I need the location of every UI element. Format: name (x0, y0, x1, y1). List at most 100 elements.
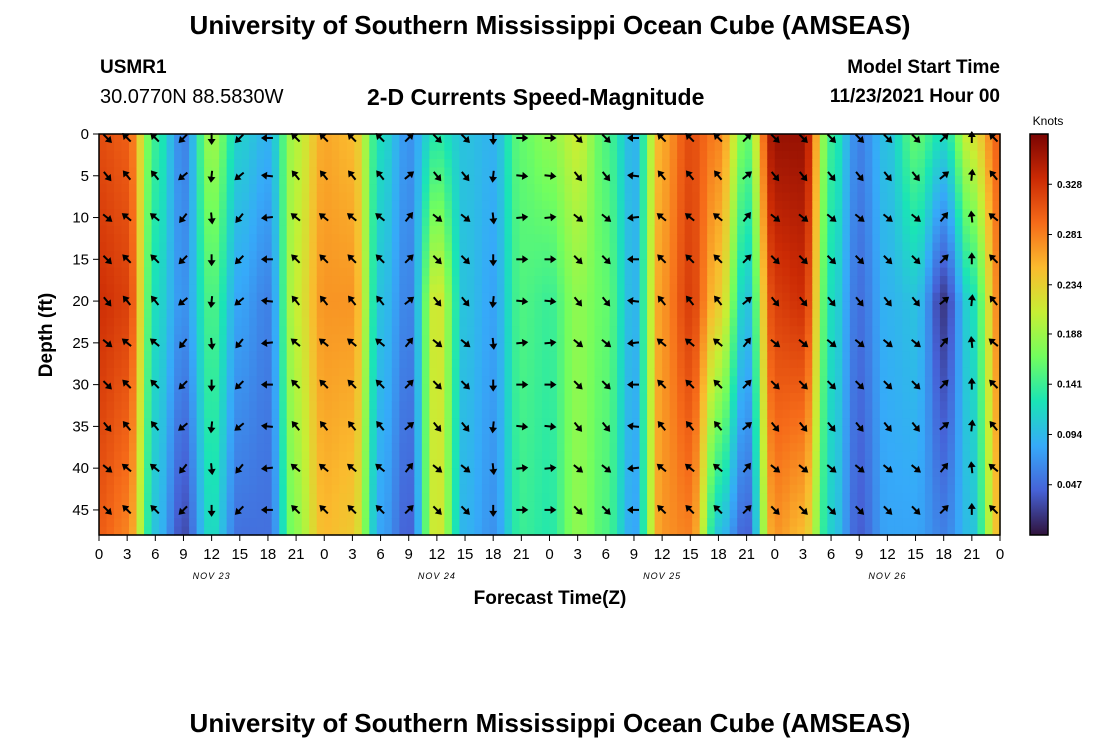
heatmap-cell (99, 459, 108, 469)
heatmap-cell (474, 134, 483, 143)
heatmap-cell (151, 392, 160, 402)
heatmap-cell (797, 292, 806, 302)
heatmap-cell (609, 175, 618, 185)
heatmap-cell (504, 359, 513, 369)
heatmap-cell (849, 526, 858, 536)
heatmap-cell (136, 225, 145, 235)
heatmap-cell (707, 334, 716, 344)
heatmap-cell (294, 451, 303, 461)
heatmap-cell (819, 342, 828, 352)
heatmap-cell (737, 509, 746, 519)
heatmap-cell (684, 175, 693, 185)
heatmap-cell (331, 184, 340, 194)
heatmap-cell (594, 418, 603, 427)
heatmap-cell (466, 443, 476, 453)
heatmap-cell (677, 468, 686, 478)
heatmap-cell (549, 426, 558, 436)
heatmap-cell (579, 468, 588, 478)
heatmap-cell (189, 451, 198, 461)
heatmap-cell (692, 384, 701, 394)
heatmap-cell (587, 175, 596, 185)
heatmap-cell (309, 209, 318, 219)
heatmap-cell (391, 518, 400, 528)
heatmap-cell (196, 242, 205, 252)
heatmap-cell (361, 401, 370, 411)
heatmap-cell (129, 384, 138, 394)
heatmap-cell (204, 192, 213, 202)
heatmap-cell (331, 301, 340, 311)
heatmap-cell (617, 451, 626, 461)
heatmap-cell (519, 418, 528, 427)
heatmap-cell (474, 493, 483, 503)
heatmap-cell (797, 309, 806, 319)
heatmap-cell (767, 301, 776, 311)
model-start-value: 11/23/2021 Hour 00 (829, 86, 1000, 107)
heatmap-cell (459, 518, 468, 528)
heatmap-cell (789, 159, 798, 169)
heatmap-cell (737, 359, 746, 369)
heatmap-cell (466, 200, 476, 210)
heatmap-cell (519, 209, 528, 219)
heatmap-cell (774, 225, 783, 235)
heatmap-cell (241, 167, 250, 177)
heatmap-cell (279, 359, 288, 369)
heatmap-cell (339, 476, 348, 486)
heatmap-cell (654, 184, 663, 194)
heatmap-cell (789, 209, 798, 219)
heatmap-cell (504, 392, 513, 402)
heatmap-cell (609, 167, 618, 177)
heatmap-cell (594, 351, 603, 361)
heatmap-cell (151, 242, 160, 252)
heatmap-cell (819, 376, 828, 386)
heatmap-cell (662, 175, 671, 185)
heatmap-cell (481, 509, 491, 519)
heatmap-cell (301, 326, 310, 336)
heatmap-cell (504, 200, 513, 210)
heatmap-cell (579, 509, 588, 519)
heatmap-cell (572, 518, 581, 528)
heatmap-cell (872, 434, 881, 444)
heatmap-cell (234, 484, 243, 494)
heatmap-cell (827, 401, 836, 411)
heatmap-cell (489, 184, 498, 194)
heatmap-cell (639, 418, 648, 427)
heatmap-cell (144, 217, 153, 227)
heatmap-cell (609, 384, 618, 394)
heatmap-cell (684, 192, 693, 202)
heatmap-cell (174, 242, 183, 252)
heatmap-cell (219, 292, 228, 302)
heatmap-cell (662, 493, 671, 503)
heatmap-cell (331, 392, 340, 402)
heatmap-cell (414, 150, 423, 160)
heatmap-cell (309, 284, 318, 294)
heatmap-cell (436, 334, 445, 344)
heatmap-cell (594, 192, 603, 202)
heatmap-cell (511, 167, 521, 177)
heatmap-cell (249, 134, 258, 143)
heatmap-cell (159, 426, 168, 436)
heatmap-cell (301, 184, 310, 194)
heatmap-cell (226, 476, 235, 486)
heatmap-cell (136, 250, 145, 260)
heatmap-cell (301, 401, 310, 411)
heatmap-cell (647, 209, 656, 219)
heatmap-cell (256, 259, 265, 269)
heatmap-cell (346, 150, 355, 160)
heatmap-cell (249, 367, 258, 377)
heatmap-cell (144, 526, 153, 536)
heatmap-cell (684, 184, 693, 194)
heatmap-cell (466, 351, 476, 361)
heatmap-cell (99, 359, 108, 369)
heatmap-cell (361, 484, 370, 494)
heatmap-cell (632, 484, 641, 494)
heatmap-cell (849, 409, 858, 419)
heatmap-cell (376, 359, 385, 369)
heatmap-cell (557, 192, 566, 202)
heatmap-cell (534, 142, 543, 152)
heatmap-cell (699, 326, 708, 336)
heatmap-cell (557, 326, 566, 336)
heatmap-cell (526, 384, 536, 394)
heatmap-cell (451, 376, 460, 386)
heatmap-cell (406, 518, 415, 528)
heatmap-cell (782, 184, 791, 194)
